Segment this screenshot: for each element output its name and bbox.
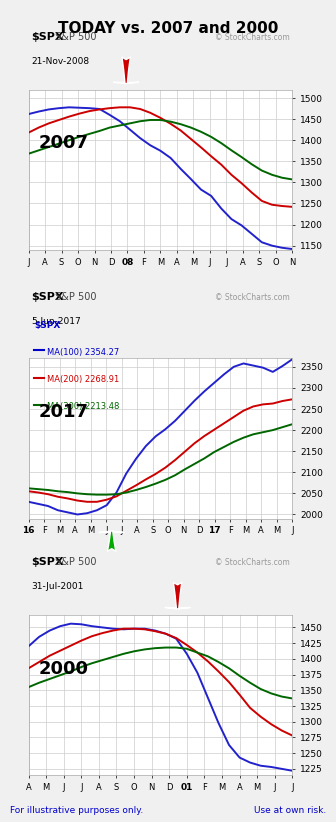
Text: $SPX: $SPX <box>31 31 64 41</box>
Text: 2017: 2017 <box>39 404 89 421</box>
Text: 2000: 2000 <box>39 660 89 677</box>
Text: © StockCharts.com: © StockCharts.com <box>215 558 290 567</box>
Text: S&P 500: S&P 500 <box>52 31 97 41</box>
Text: 21-Nov-2008: 21-Nov-2008 <box>31 57 89 66</box>
Text: © StockCharts.com: © StockCharts.com <box>215 33 290 41</box>
Text: © StockCharts.com: © StockCharts.com <box>215 293 290 302</box>
Text: For illustrative purposes only.: For illustrative purposes only. <box>10 806 143 815</box>
Text: $SPX: $SPX <box>31 293 64 302</box>
Text: MA(100) 2354.27: MA(100) 2354.27 <box>47 348 119 357</box>
Text: $SPX: $SPX <box>31 556 64 567</box>
Text: $SPX: $SPX <box>34 321 60 330</box>
Text: 31-Jul-2001: 31-Jul-2001 <box>31 582 84 591</box>
Text: MA(200) 2268.91: MA(200) 2268.91 <box>47 375 119 384</box>
Text: MA(300) 2213.48: MA(300) 2213.48 <box>47 402 119 411</box>
Text: 5-Jun-2017: 5-Jun-2017 <box>31 317 81 326</box>
Text: 2007: 2007 <box>39 135 89 152</box>
Text: TODAY vs. 2007 and 2000: TODAY vs. 2007 and 2000 <box>58 21 278 35</box>
Text: S&P 500: S&P 500 <box>52 293 97 302</box>
Text: S&P 500: S&P 500 <box>52 556 97 567</box>
Text: Use at own risk.: Use at own risk. <box>254 806 326 815</box>
